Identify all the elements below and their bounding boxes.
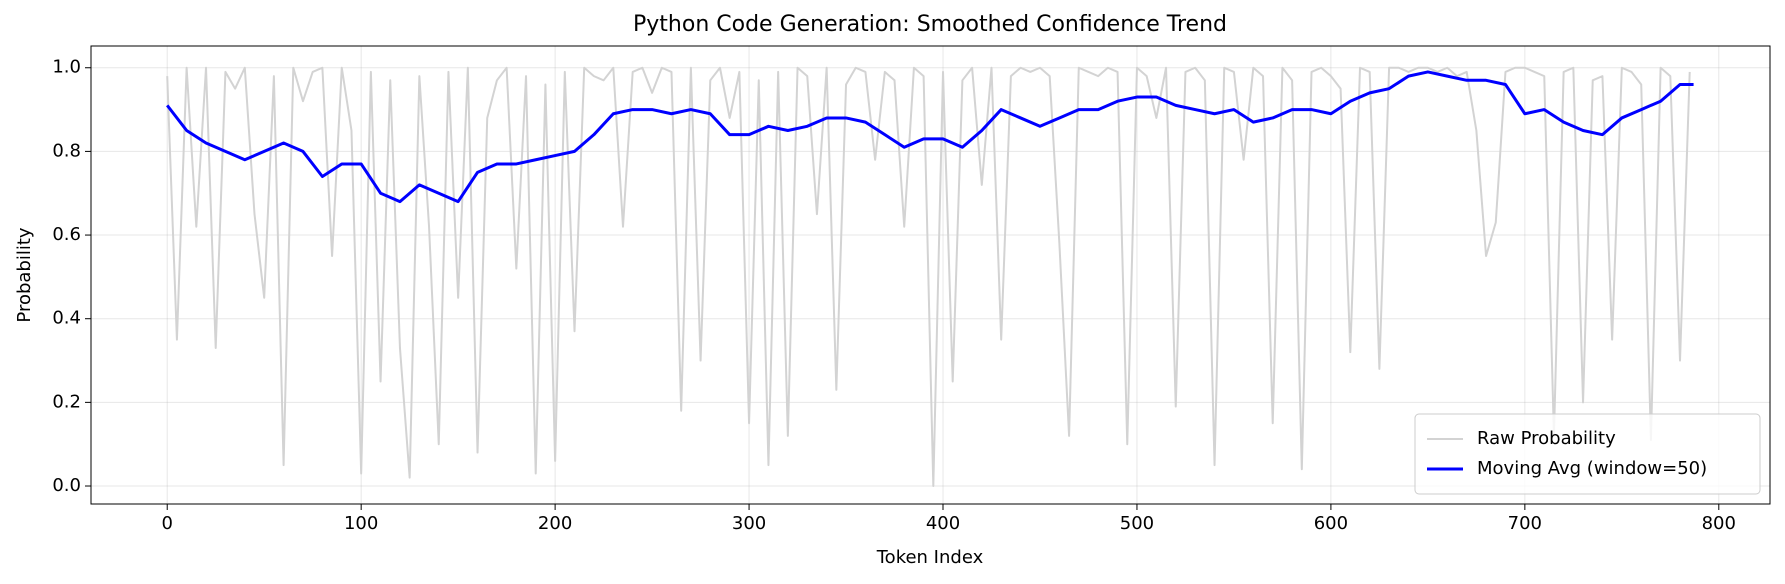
chart-title: Python Code Generation: Smoothed Confide… xyxy=(633,12,1227,37)
x-axis-label: Token Index xyxy=(876,547,984,568)
x-tick-label: 200 xyxy=(538,513,572,534)
y-axis-label: Probability xyxy=(14,227,35,322)
x-tick-label: 400 xyxy=(926,513,960,534)
y-tick-label: 0.4 xyxy=(52,308,81,329)
legend-label: Raw Probability xyxy=(1477,428,1616,449)
series-line xyxy=(166,66,1691,488)
x-tick-label: 800 xyxy=(1702,513,1736,534)
plot-frame xyxy=(90,45,1771,505)
y-tick-label: 0.6 xyxy=(52,224,81,245)
y-tick-label: 0.0 xyxy=(52,475,81,496)
y-tick-label: 0.8 xyxy=(52,140,81,161)
x-tick-label: 700 xyxy=(1508,513,1542,534)
legend-box xyxy=(1414,413,1761,495)
series-line xyxy=(166,70,1694,204)
y-tick-label: 1.0 xyxy=(52,57,81,78)
x-tick-label: 600 xyxy=(1314,513,1348,534)
x-tick-label: 100 xyxy=(344,513,378,534)
legend: Raw Probability Moving Avg (window=50) xyxy=(1414,413,1761,495)
x-tick-label: 0 xyxy=(161,513,172,534)
x-tick-label: 500 xyxy=(1120,513,1154,534)
x-tick-label: 300 xyxy=(732,513,766,534)
y-tick-label: 0.2 xyxy=(52,391,81,412)
legend-label: Moving Avg (window=50) xyxy=(1477,458,1707,479)
